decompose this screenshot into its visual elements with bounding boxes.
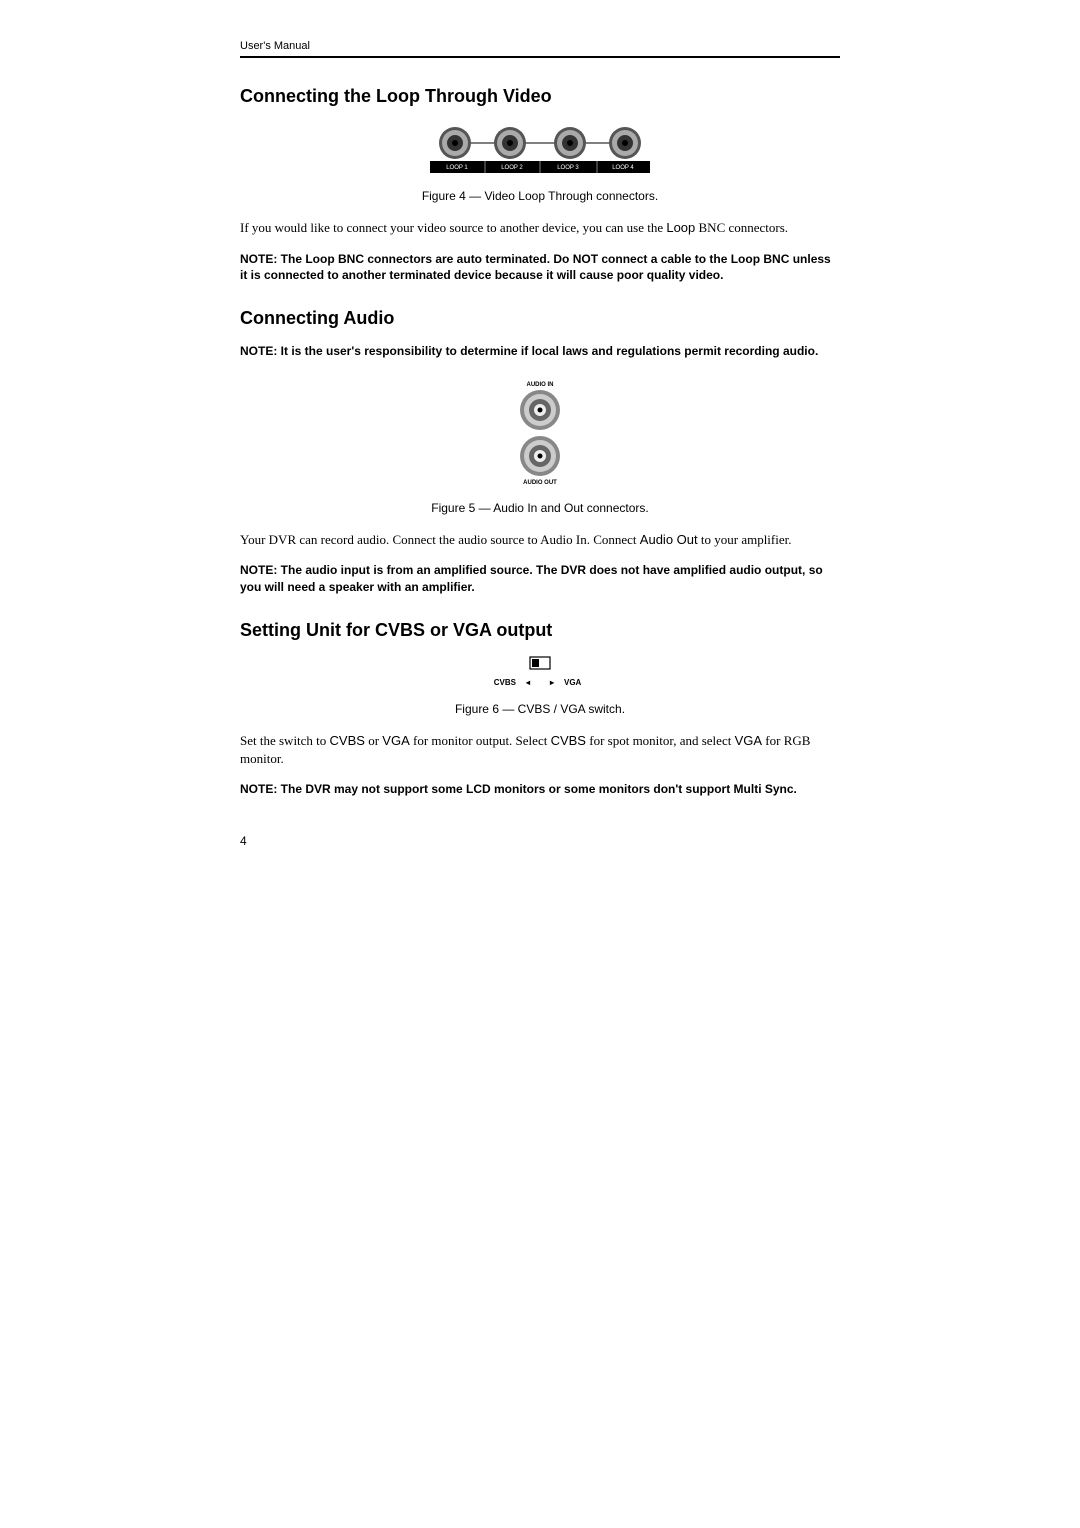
s3-d: VGA	[382, 733, 409, 748]
section1-title: Connecting the Loop Through Video	[240, 86, 840, 107]
section1-note: NOTE: The Loop BNC connectors are auto t…	[240, 251, 840, 285]
vga-label: VGA	[564, 678, 582, 687]
figure5-caption: Figure 5 — Audio In and Out connectors.	[240, 501, 840, 515]
page-number: 4	[240, 834, 840, 848]
section3-note: NOTE: The DVR may not support some LCD m…	[240, 781, 840, 798]
page: User's Manual Connecting the Loop Throug…	[180, 0, 900, 908]
page-header: User's Manual	[240, 40, 840, 58]
section2-note-top: NOTE: It is the user's responsibility to…	[240, 343, 840, 360]
s3-h: VGA	[735, 733, 762, 748]
s2-body-a: Your DVR can record audio. Connect the a…	[240, 532, 640, 547]
section1-body: If you would like to connect your video …	[240, 219, 840, 237]
audio-in-label: AUDIO IN	[527, 382, 554, 388]
loop1-label: LOOP 1	[446, 165, 468, 171]
s1-body-a: If you would like to connect your video …	[240, 220, 666, 235]
section3-title: Setting Unit for CVBS or VGA output	[240, 620, 840, 641]
cvbs-label: CVBS	[494, 678, 517, 687]
left-arrow-icon: ◂	[525, 678, 531, 687]
right-arrow-icon: ▸	[549, 678, 555, 687]
s2-body-c: to your amplifier.	[698, 532, 792, 547]
section3-body: Set the switch to CVBS or VGA for monito…	[240, 732, 840, 767]
s3-a: Set the switch to	[240, 733, 330, 748]
loop2-label: LOOP 2	[501, 165, 523, 171]
figure4-caption: Figure 4 — Video Loop Through connectors…	[240, 189, 840, 203]
s2-body-b: Audio Out	[640, 532, 698, 547]
s3-c: or	[365, 733, 382, 748]
loop3-label: LOOP 3	[557, 165, 579, 171]
s1-body-c: BNC connectors.	[695, 220, 788, 235]
figure4: LOOP 1 LOOP 2 LOOP 3 LOOP 4	[240, 121, 840, 181]
figure5: AUDIO IN AUDIO OUT	[240, 378, 840, 493]
s1-body-b: Loop	[666, 220, 695, 235]
cvbs-vga-switch-svg: CVBS ◂ ▸ VGA	[480, 655, 600, 689]
figure6-caption: Figure 6 — CVBS / VGA switch.	[240, 702, 840, 716]
s3-e: for monitor output. Select	[410, 733, 551, 748]
loop-connectors-svg: LOOP 1 LOOP 2 LOOP 3 LOOP 4	[430, 121, 650, 176]
section2-note-bottom: NOTE: The audio input is from an amplifi…	[240, 562, 840, 596]
loop4-label: LOOP 4	[612, 165, 634, 171]
s3-g: for spot monitor, and select	[586, 733, 735, 748]
s3-f: CVBS	[551, 733, 586, 748]
section2-title: Connecting Audio	[240, 308, 840, 329]
figure6: CVBS ◂ ▸ VGA	[240, 655, 840, 694]
section2-body: Your DVR can record audio. Connect the a…	[240, 531, 840, 549]
audio-out-label: AUDIO OUT	[523, 480, 557, 486]
audio-connectors-svg: AUDIO IN AUDIO OUT	[505, 378, 575, 488]
s3-b: CVBS	[330, 733, 365, 748]
